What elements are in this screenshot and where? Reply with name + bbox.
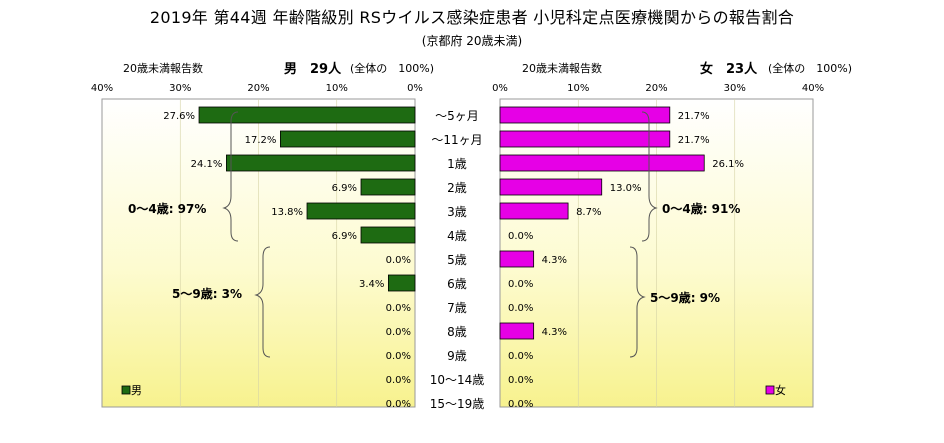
category-label: 8歳 (447, 325, 467, 339)
female-value-label: 13.0% (610, 183, 642, 194)
left-count-label: 29人 (310, 62, 342, 77)
female-value-label: 0.0% (508, 375, 533, 386)
female-value-label: 26.1% (712, 159, 744, 170)
legend-label-female: 女 (775, 383, 786, 397)
female-value-label: 0.0% (508, 303, 533, 314)
female-value-label: 4.3% (542, 327, 567, 338)
right-tick-label: 20% (645, 83, 667, 94)
right-brace-5-9 (629, 246, 646, 358)
right-tick-label: 0% (492, 83, 508, 94)
left-tick-label: 0% (407, 83, 423, 94)
right-sex-label: 女 (700, 62, 714, 77)
left-brace-0-4 (222, 111, 239, 242)
category-label: 9歳 (447, 349, 467, 363)
right-annotation-0-4: 0〜4歳: 91% (662, 201, 740, 216)
male-bar (360, 178, 416, 196)
male-bar (198, 106, 416, 124)
category-label: 10〜14歳 (430, 373, 485, 387)
left-sex-label: 男 (284, 62, 298, 77)
right-annotation-5-9: 5〜9歳: 9% (650, 290, 720, 305)
legend-swatch-male (121, 385, 131, 395)
chart-subtitle: (京都府 20歳未満) (421, 34, 523, 48)
category-label: 6歳 (447, 277, 467, 291)
chart-title: 2019年 第44週 年齢階級別 RSウイルス感染症患者 小児科定点医療機関から… (149, 8, 795, 27)
category-label: 4歳 (447, 229, 467, 243)
male-value-label: 6.9% (332, 231, 357, 242)
female-bar (499, 106, 671, 124)
male-value-label: 0.0% (386, 327, 411, 338)
left-report-label: 20歳未満報告数 (123, 62, 203, 75)
female-value-label: 0.0% (508, 399, 533, 410)
male-bar (387, 274, 416, 292)
left-annotation-5-9: 5〜9歳: 3% (172, 286, 242, 301)
male-value-label: 6.9% (332, 183, 357, 194)
category-label: 3歳 (447, 205, 467, 219)
female-value-label: 0.0% (508, 351, 533, 362)
right-tick-label: 30% (724, 83, 746, 94)
category-label: 15〜19歳 (430, 397, 485, 411)
female-value-label: 21.7% (678, 111, 710, 122)
male-bar (226, 154, 416, 172)
male-value-label: 0.0% (386, 351, 411, 362)
female-value-label: 0.0% (508, 231, 533, 242)
category-label: 2歳 (447, 181, 467, 195)
female-bar (499, 154, 705, 172)
male-value-label: 0.0% (386, 303, 411, 314)
male-value-label: 13.8% (271, 207, 303, 218)
legend-swatch-female (765, 385, 775, 395)
male-value-label: 24.1% (191, 159, 223, 170)
left-tick-label: 20% (247, 83, 269, 94)
category-label: 5歳 (447, 253, 467, 267)
right-report-label: 20歳未満報告数 (522, 62, 602, 75)
female-bar (499, 178, 603, 196)
female-bar (499, 250, 535, 268)
male-bar (280, 130, 416, 148)
female-bar (499, 322, 535, 340)
category-label: 〜5ヶ月 (435, 109, 479, 123)
right-tick-label: 10% (567, 83, 589, 94)
male-value-label: 0.0% (386, 255, 411, 266)
left-tick-label: 40% (91, 83, 113, 94)
right-total-label: (全体の 100%) (768, 62, 853, 75)
left-brace-5-9 (254, 246, 271, 358)
category-label: 1歳 (447, 157, 467, 171)
male-bar (360, 226, 416, 244)
female-bar (499, 130, 671, 148)
male-value-label: 0.0% (386, 399, 411, 410)
right-tick-label: 40% (802, 83, 824, 94)
left-tick-label: 10% (326, 83, 348, 94)
left-tick-label: 30% (169, 83, 191, 94)
right-brace-0-4 (641, 111, 658, 242)
male-value-label: 27.6% (163, 111, 195, 122)
male-value-label: 17.2% (245, 135, 277, 146)
female-value-label: 0.0% (508, 279, 533, 290)
male-value-label: 0.0% (386, 375, 411, 386)
left-annotation-0-4: 0〜4歳: 97% (128, 201, 206, 216)
female-value-label: 4.3% (542, 255, 567, 266)
male-bar (306, 202, 416, 220)
female-bar (499, 202, 569, 220)
category-label: 〜11ヶ月 (431, 133, 482, 147)
male-value-label: 3.4% (359, 279, 384, 290)
legend-label-male: 男 (131, 384, 142, 397)
female-value-label: 21.7% (678, 135, 710, 146)
female-value-label: 8.7% (576, 207, 601, 218)
left-total-label: (全体の 100%) (350, 62, 435, 75)
category-label: 7歳 (447, 301, 467, 315)
right-count-label: 23人 (726, 62, 758, 77)
